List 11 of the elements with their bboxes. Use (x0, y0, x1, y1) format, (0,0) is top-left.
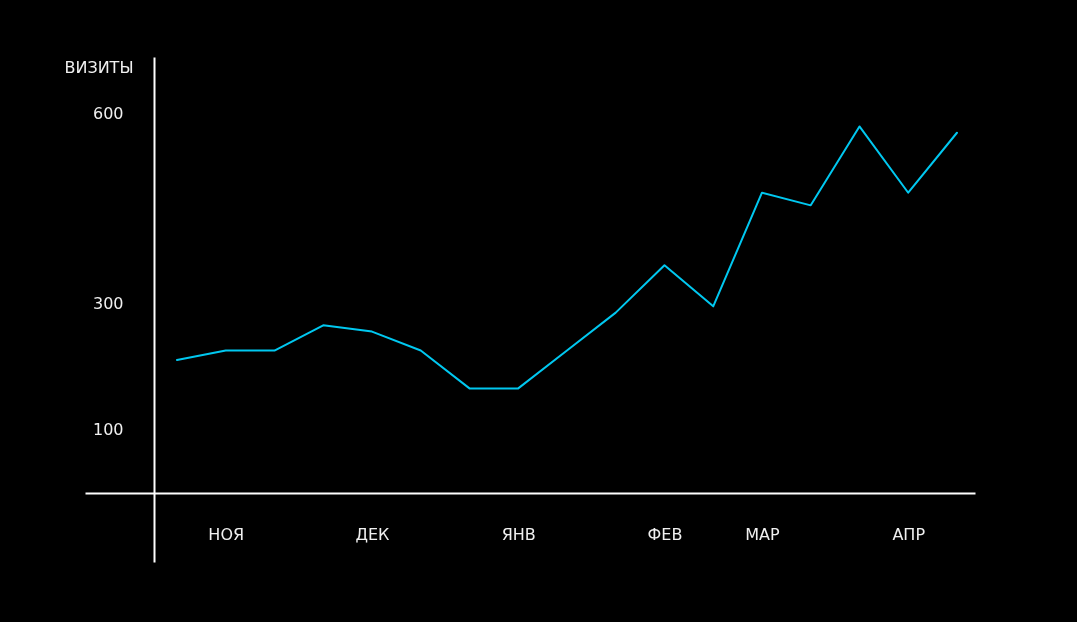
x-tick-label: ЯНВ (501, 524, 536, 544)
x-tick-label: ФЕВ (647, 524, 683, 544)
x-tick-label: НОЯ (208, 524, 245, 544)
x-tick-label: ДЕК (355, 524, 391, 544)
y-tick-label: 100 (92, 419, 124, 439)
y-axis-title: ВИЗИТЫ (64, 57, 134, 77)
x-tick-label: МАР (745, 524, 781, 544)
x-tick-label: АПР (892, 524, 926, 544)
line-series (175, 125, 958, 390)
y-tick-label: 600 (92, 104, 124, 124)
y-tick-label: 300 (92, 293, 124, 313)
